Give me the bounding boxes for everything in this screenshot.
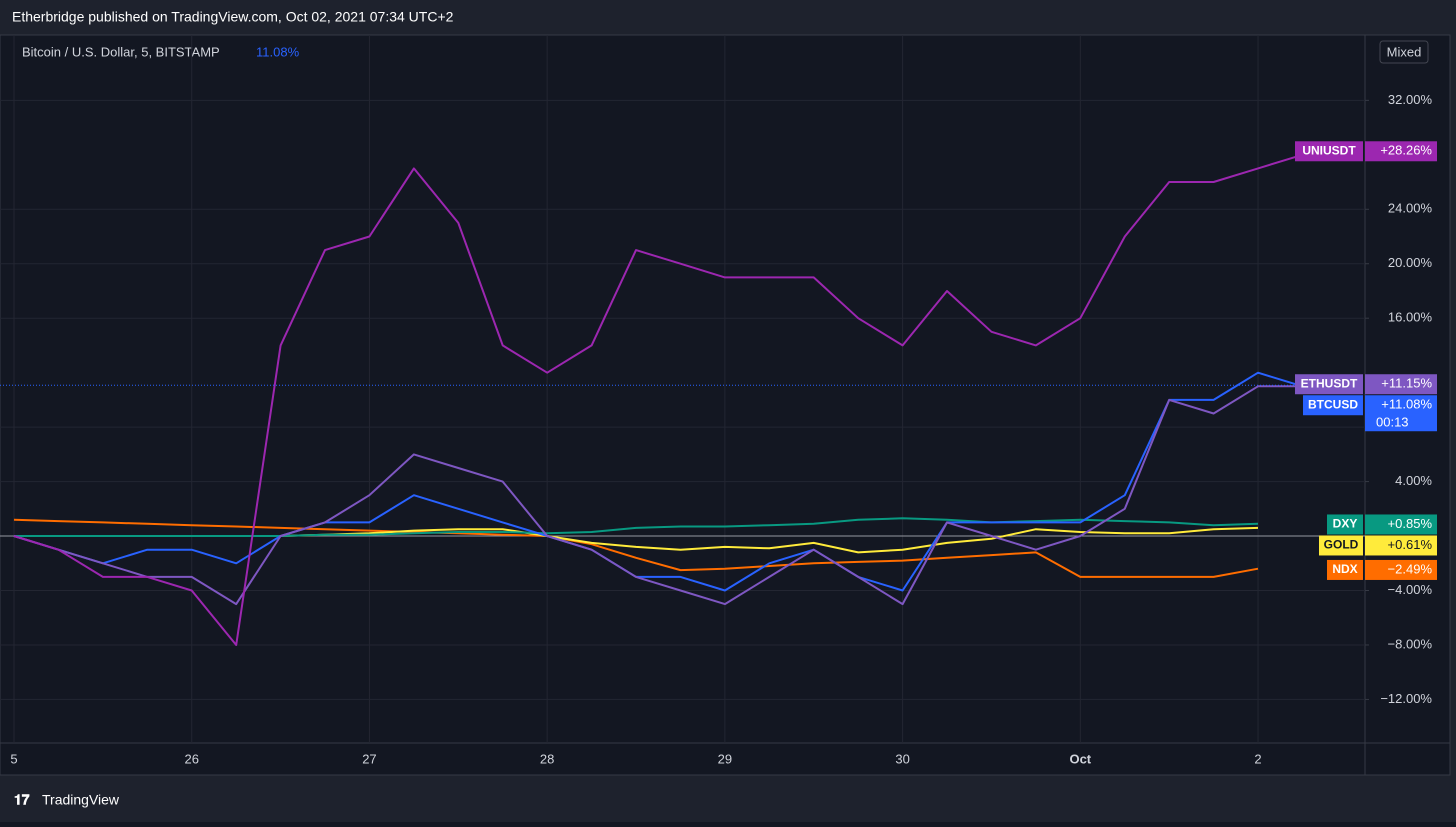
last-value-box bbox=[1365, 535, 1437, 556]
series-name-box bbox=[1327, 559, 1363, 580]
series-name-box bbox=[1295, 141, 1363, 162]
series-line bbox=[13, 385, 1303, 606]
series-name-box bbox=[1327, 514, 1363, 535]
last-value-box bbox=[1365, 141, 1437, 162]
x-tick-label: 29 bbox=[718, 751, 732, 766]
title-change: 11.08% bbox=[256, 44, 300, 59]
y-tick-label: 24.00% bbox=[1388, 201, 1433, 216]
y-tick-label: −12.00% bbox=[1380, 691, 1432, 706]
series-line bbox=[13, 371, 1303, 592]
x-tick-label: Oct bbox=[1069, 751, 1091, 766]
legend-entry: ETHUSDT bbox=[1301, 376, 1358, 390]
y-tick-label: 4.00% bbox=[1395, 473, 1432, 488]
x-tick-label: 27 bbox=[362, 751, 376, 766]
series-name-box bbox=[1303, 395, 1363, 416]
x-tick-label: 30 bbox=[895, 751, 909, 766]
legend-entry: UNIUSDT bbox=[1302, 143, 1356, 157]
x-tick-label: 26 bbox=[184, 751, 198, 766]
last-value-box bbox=[1365, 559, 1437, 580]
labels: 32.00%24.00%20.00%16.00%8.00%4.00%−4.00%… bbox=[1295, 92, 1437, 706]
legend-entry: BTCUSD bbox=[1308, 397, 1358, 411]
series-name-box bbox=[1319, 535, 1363, 556]
x-tick-label: 5 bbox=[10, 751, 17, 766]
legend-entry: DXY bbox=[1333, 517, 1358, 531]
last-value-label: +11.15% bbox=[1381, 376, 1432, 391]
countdown: 00:13 bbox=[1376, 415, 1409, 430]
last-value-label: +0.61% bbox=[1388, 537, 1433, 552]
last-value-label: +28.26% bbox=[1380, 143, 1432, 158]
series-name-box bbox=[1295, 374, 1363, 395]
y-tick-label: −4.00% bbox=[1388, 582, 1433, 597]
logo: 𝟏𝟕 bbox=[14, 792, 30, 808]
legend-entry: GOLD bbox=[1324, 538, 1359, 552]
series-line bbox=[13, 518, 1259, 578]
scale-button[interactable] bbox=[1379, 40, 1429, 64]
series-line bbox=[13, 153, 1303, 646]
header: Etherbridge published on TradingView.com… bbox=[12, 9, 454, 25]
brand: TradingView bbox=[42, 792, 120, 808]
last-value-box bbox=[1365, 374, 1437, 395]
last-value-label: +0.85% bbox=[1388, 516, 1433, 531]
series-line bbox=[14, 517, 1259, 537]
y-tick-label: 32.00% bbox=[1388, 92, 1433, 107]
last-value-box bbox=[1365, 395, 1437, 432]
legend-entry: NDX bbox=[1332, 562, 1357, 576]
lines bbox=[0, 153, 1365, 646]
last-value-box bbox=[1365, 514, 1437, 535]
chart-title: Bitcoin / U.S. Dollar, 5, BITSTAMP bbox=[22, 44, 220, 59]
y-tick-label: 16.00% bbox=[1388, 310, 1433, 325]
x-tick-label: 28 bbox=[540, 751, 554, 766]
x-tick-label: 2 bbox=[1254, 751, 1261, 766]
last-value-label: +11.08% bbox=[1381, 397, 1432, 412]
y-tick-label: 20.00% bbox=[1388, 255, 1433, 270]
y-tick-label: −8.00% bbox=[1388, 636, 1433, 651]
scale-button-label[interactable]: Mixed bbox=[1387, 44, 1422, 59]
last-value-label: −2.49% bbox=[1388, 561, 1433, 576]
